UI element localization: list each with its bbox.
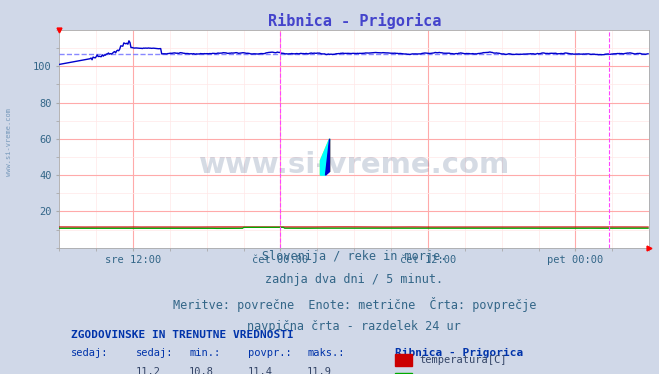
Title: Ribnica - Prigorica: Ribnica - Prigorica — [268, 13, 441, 29]
Text: Ribnica - Prigorica: Ribnica - Prigorica — [395, 348, 524, 358]
Text: sedaj:: sedaj: — [71, 348, 109, 358]
Text: 11,2: 11,2 — [136, 367, 161, 374]
Text: temperatura[C]: temperatura[C] — [419, 355, 507, 365]
Text: sedaj:: sedaj: — [136, 348, 173, 358]
Polygon shape — [326, 139, 330, 175]
Text: 11,9: 11,9 — [307, 367, 332, 374]
Text: www.si-vreme.com: www.si-vreme.com — [198, 151, 510, 179]
Polygon shape — [320, 139, 330, 175]
Text: maks.:: maks.: — [307, 348, 345, 358]
Bar — [395, 373, 412, 374]
Text: navpična črta - razdelek 24 ur: navpična črta - razdelek 24 ur — [247, 320, 461, 333]
Bar — [395, 354, 412, 366]
Text: Meritve: povrečne  Enote: metrične  Črta: povprečje: Meritve: povrečne Enote: metrične Črta: … — [173, 297, 536, 312]
Text: ZGODOVINSKE IN TRENUTNE VREDNOSTI: ZGODOVINSKE IN TRENUTNE VREDNOSTI — [71, 330, 294, 340]
Text: 10,8: 10,8 — [189, 367, 214, 374]
Polygon shape — [320, 139, 330, 175]
Text: min.:: min.: — [189, 348, 220, 358]
Text: zadnja dva dni / 5 minut.: zadnja dva dni / 5 minut. — [265, 273, 444, 286]
Text: 11,4: 11,4 — [248, 367, 273, 374]
Text: Slovenija / reke in morje.: Slovenija / reke in morje. — [262, 250, 447, 263]
Text: www.si-vreme.com: www.si-vreme.com — [5, 108, 12, 176]
Text: povpr.:: povpr.: — [248, 348, 292, 358]
